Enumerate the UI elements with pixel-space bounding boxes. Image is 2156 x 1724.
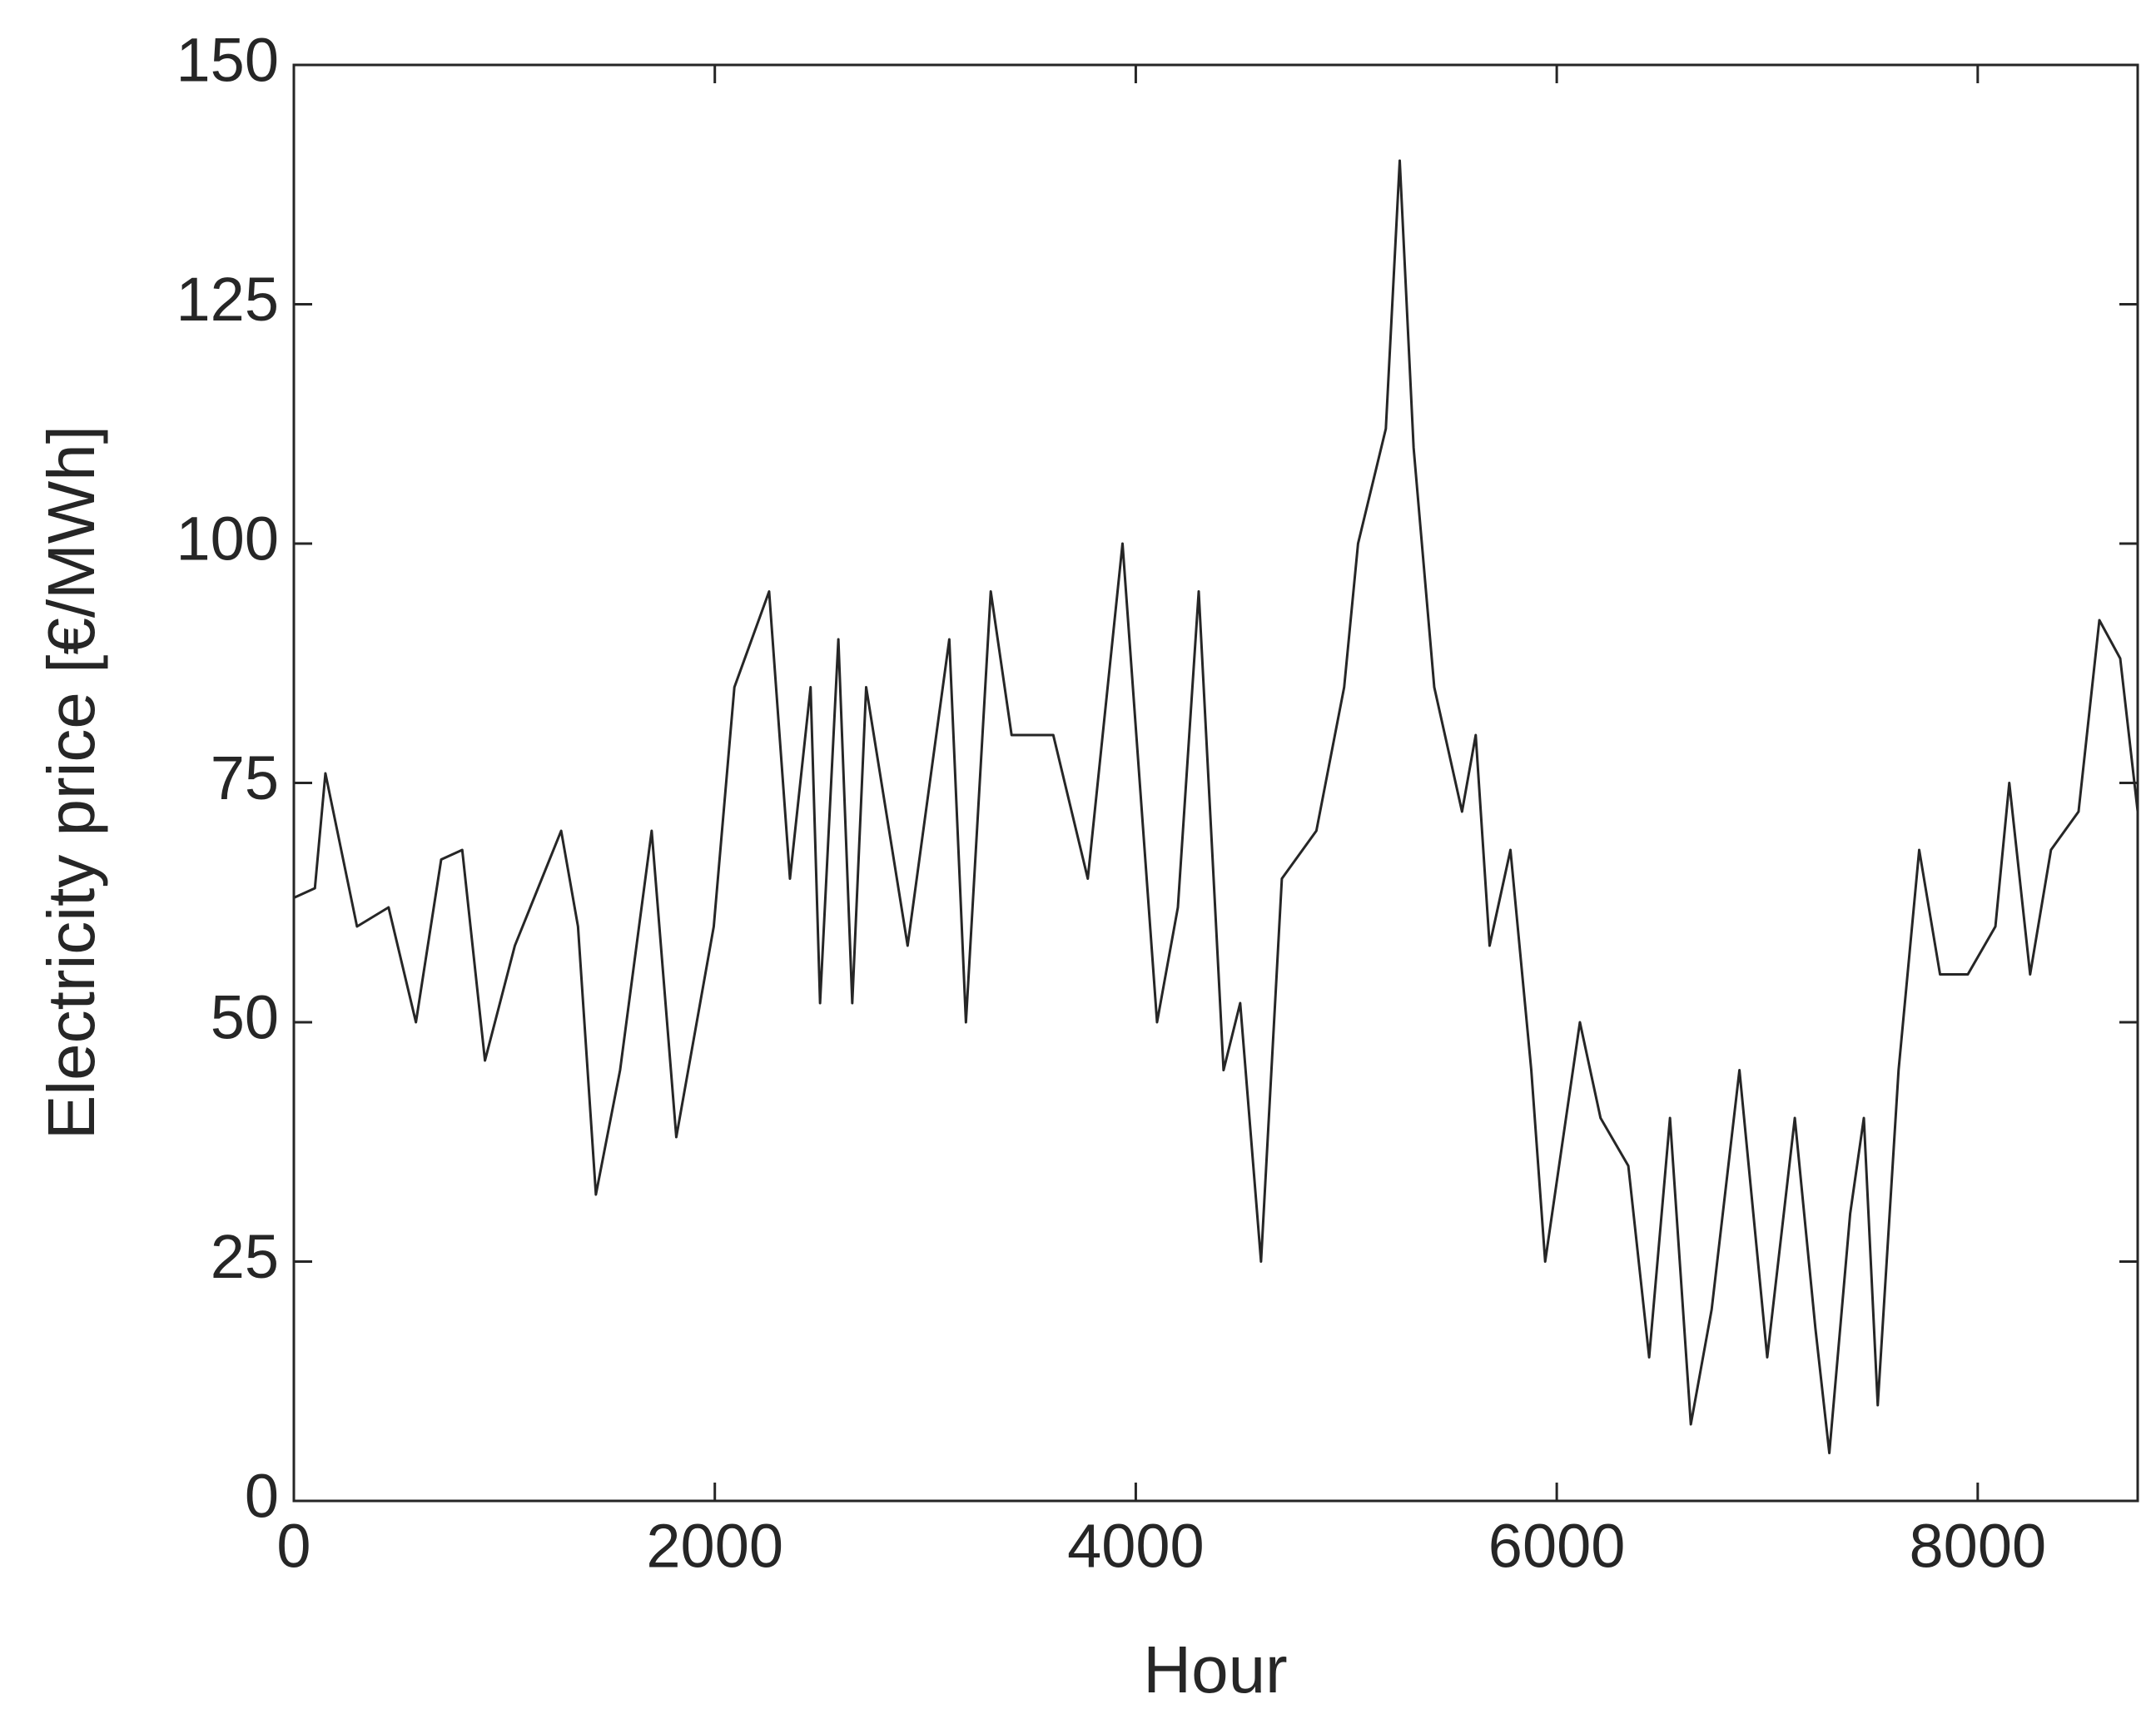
x-tick-label: 2000: [646, 1512, 783, 1581]
x-tick-label: 0: [276, 1512, 310, 1581]
y-tick-label: 50: [211, 983, 279, 1052]
y-tick-label: 150: [176, 26, 279, 95]
axes-box: [292, 63, 2139, 1503]
y-tick-label: 25: [211, 1222, 279, 1291]
x-axis-title: Hour: [1143, 1632, 1287, 1707]
y-tick-label: 125: [176, 265, 279, 334]
x-tick-label: 8000: [1910, 1512, 2047, 1581]
price-line: [293, 159, 2139, 1454]
y-tick-label: 0: [245, 1462, 279, 1531]
x-tick-label: 4000: [1067, 1512, 1205, 1581]
x-tick-label: 6000: [1488, 1512, 1626, 1581]
y-tick-label: 100: [176, 504, 279, 574]
y-tick-label: 75: [211, 743, 279, 812]
y-axis-title: Electricity price [€/MWh]: [34, 425, 108, 1140]
